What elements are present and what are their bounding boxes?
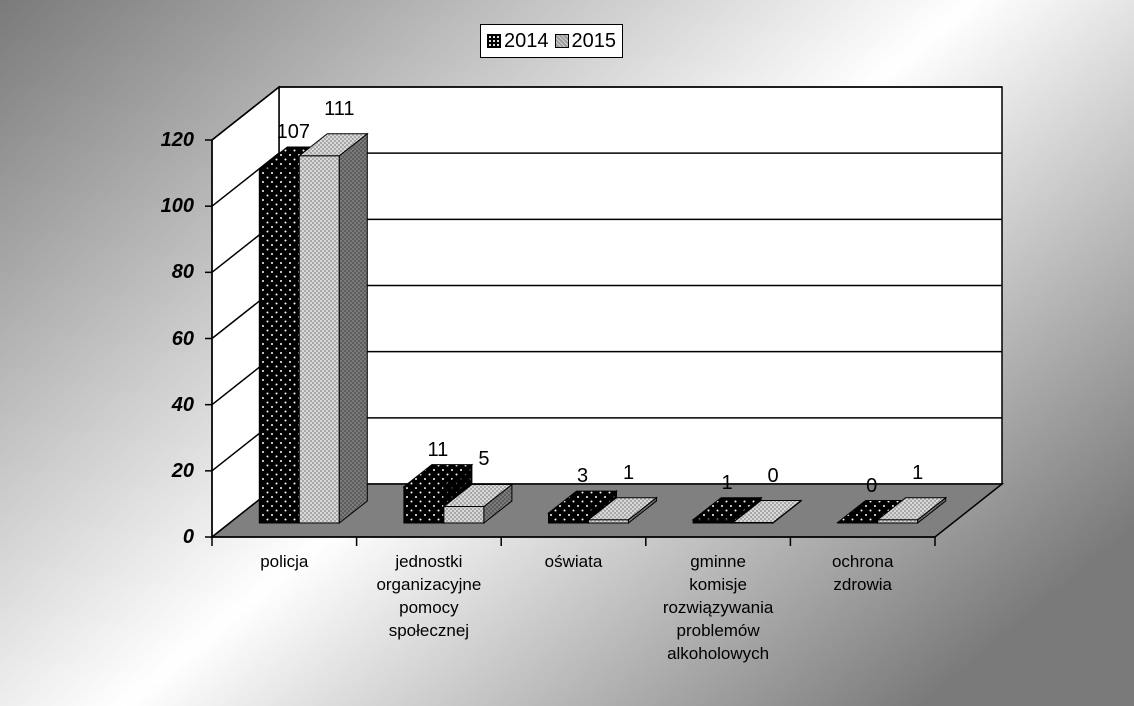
legend-swatch-2015 — [554, 34, 569, 48]
y-tick-label: 40 — [171, 393, 194, 416]
data-label: 0 — [866, 474, 878, 497]
bar-front — [403, 486, 445, 524]
legend-swatch-2014 — [487, 34, 501, 48]
data-label: 3 — [576, 465, 589, 488]
bar-2015-2 — [587, 496, 658, 525]
bar-front — [443, 505, 485, 524]
x-tick-label: jednostki organizacyjne pomocy społeczne… — [376, 552, 482, 640]
y-tick-label: 80 — [171, 261, 194, 284]
bar-front — [258, 168, 300, 524]
x-tick-label: ochrona zdrowia — [831, 552, 894, 594]
y-tick-label: 100 — [160, 195, 194, 218]
legend-item-2015: 2015 — [554, 29, 617, 53]
y-tick-label: 60 — [171, 327, 194, 350]
data-label: 5 — [478, 448, 490, 471]
bar-top — [587, 497, 658, 521]
bar-2015-1 — [442, 483, 514, 525]
bar-top — [691, 497, 763, 521]
x-tick-label: oświata — [544, 552, 603, 571]
legend-label-2015: 2015 — [571, 29, 617, 52]
data-label: 1 — [721, 471, 733, 494]
bar-front — [298, 155, 340, 524]
data-label: 111 — [324, 97, 355, 120]
data-label: 1 — [912, 461, 924, 484]
chart-legend: 2014 2015 — [480, 24, 623, 58]
data-label: 107 — [276, 121, 310, 143]
data-label: 1 — [622, 461, 635, 484]
data-label: 11 — [427, 438, 449, 461]
y-tick-label: 0 — [182, 526, 194, 548]
legend-item-2014: 2014 — [487, 30, 549, 53]
bar-top — [876, 497, 948, 521]
bar-side — [338, 132, 368, 525]
bar-2015-4 — [876, 496, 948, 525]
bar-front — [548, 512, 589, 524]
bar-top — [402, 464, 474, 488]
data-label: 0 — [767, 464, 779, 487]
bar-2015-3 — [731, 499, 803, 525]
bar-top — [442, 483, 514, 507]
bar-top — [547, 490, 618, 514]
y-tick-label: 20 — [171, 459, 194, 482]
legend-label-2014: 2014 — [504, 29, 549, 52]
x-tick-label: policja — [260, 552, 309, 571]
bar-top — [297, 133, 369, 157]
bar-2015-0 — [297, 132, 369, 525]
bar-top — [731, 500, 803, 523]
x-tick-label: gminne komisje rozwiązywania problemów a… — [662, 552, 774, 663]
y-tick-label: 120 — [160, 129, 194, 151]
gridline — [211, 86, 1002, 141]
